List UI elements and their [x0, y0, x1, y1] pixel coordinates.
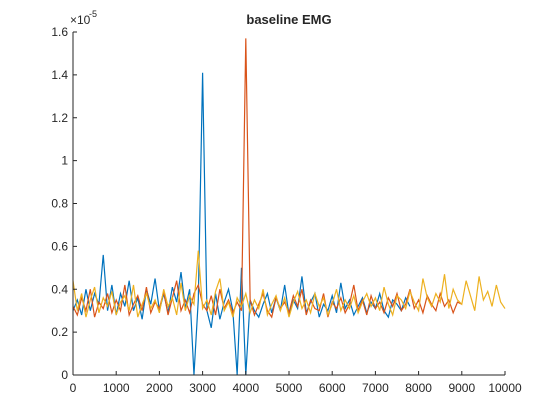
y-tick-label: 0.2	[51, 325, 68, 339]
series-line	[72, 250, 506, 318]
series-line	[72, 38, 463, 319]
y-exponent-power: -5	[89, 9, 97, 19]
chart-title: baseline EMG	[246, 12, 331, 27]
y-tick-label: 0.6	[51, 239, 68, 253]
x-tick-label: 8000	[405, 381, 432, 395]
x-tick-label: 5000	[276, 381, 303, 395]
x-tick-label: 3000	[189, 381, 216, 395]
y-tick-label: 0.8	[51, 197, 68, 211]
y-tick-label: 1	[61, 154, 68, 168]
y-exponent-base: ×10	[70, 13, 91, 27]
x-tick-label: 4000	[232, 381, 259, 395]
x-tick-label: 2000	[146, 381, 173, 395]
y-tick-label: 0.4	[51, 282, 68, 296]
x-tick-label: 1000	[103, 381, 130, 395]
x-tick-label: 10000	[488, 381, 522, 395]
series-line	[72, 72, 411, 376]
x-tick-label: 9000	[448, 381, 475, 395]
y-tick-label: 1.6	[51, 25, 68, 39]
x-tick-label: 7000	[362, 381, 389, 395]
y-tick-label: 1.2	[51, 111, 68, 125]
x-tick-label: 0	[70, 381, 77, 395]
y-tick-label: 0	[61, 368, 68, 382]
x-tick-label: 6000	[319, 381, 346, 395]
y-tick-label: 1.4	[51, 68, 68, 82]
